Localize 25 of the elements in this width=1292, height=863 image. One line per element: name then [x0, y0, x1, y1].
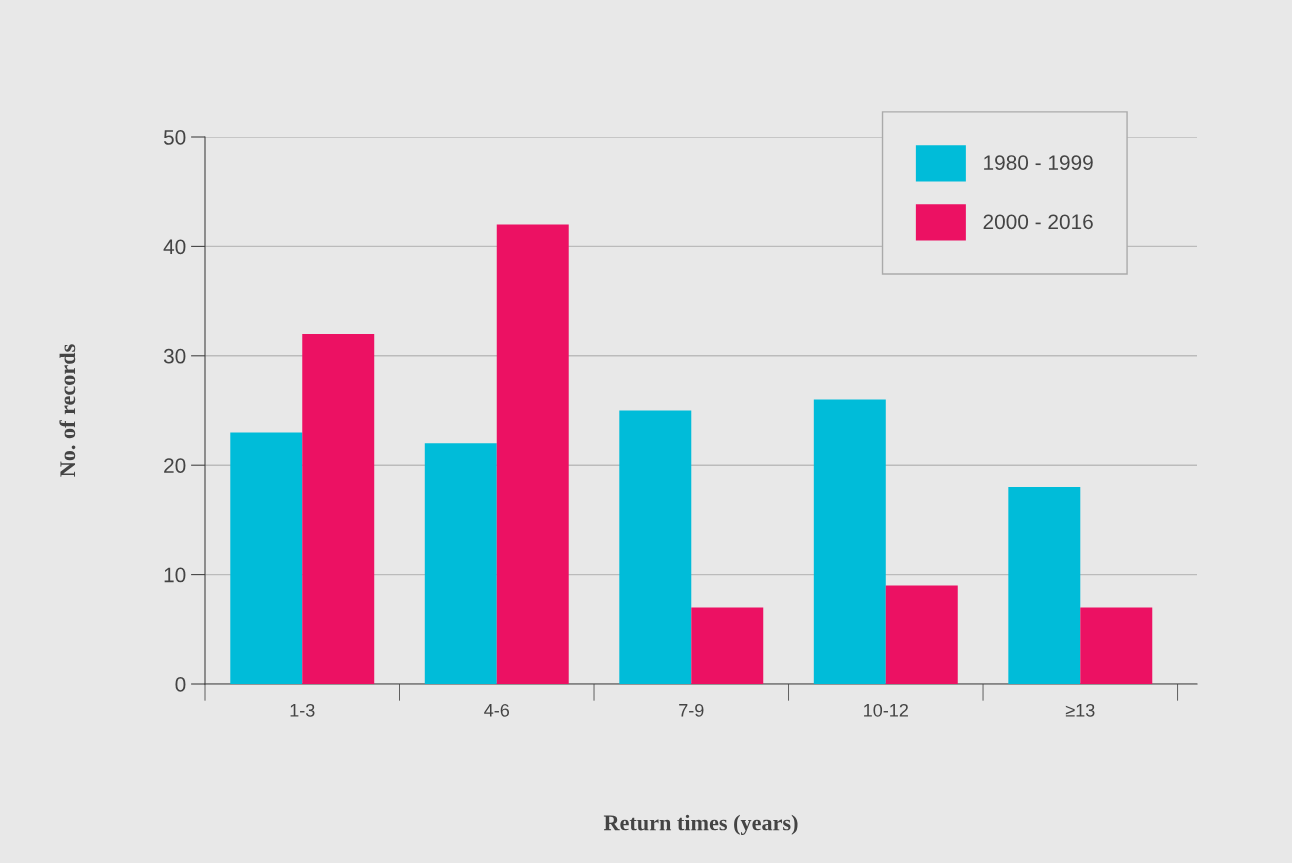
x-tick-label: ≥13 — [1065, 703, 1095, 717]
bar — [813, 399, 886, 684]
bar — [885, 585, 958, 684]
y-tick-label: 30 — [163, 348, 186, 364]
bar — [619, 410, 692, 684]
y-axis-title: No. of records — [59, 344, 76, 477]
legend-label: 1980 - 1999 — [984, 155, 1093, 170]
y-tick-label: 0 — [175, 677, 186, 692]
bar — [424, 443, 497, 684]
legend-label: 2000 - 2016 — [983, 214, 1093, 230]
x-tick-label: 4-6 — [484, 703, 510, 717]
x-tick-label: 10-12 — [864, 703, 908, 717]
y-tick-label: 50 — [163, 130, 186, 145]
x-axis-title: Return times (years) — [603, 814, 798, 835]
x-tick-label: 7-9 — [679, 703, 704, 717]
y-tick-label: 10 — [164, 567, 186, 583]
bar — [1008, 487, 1081, 684]
x-tick-label: 1-3 — [290, 703, 315, 717]
y-tick-label: 40 — [163, 239, 186, 255]
bar — [691, 607, 764, 684]
bar — [230, 432, 303, 684]
y-tick-label: 20 — [164, 458, 186, 473]
bar — [496, 224, 569, 684]
bar — [302, 333, 375, 684]
bar — [1080, 607, 1153, 684]
